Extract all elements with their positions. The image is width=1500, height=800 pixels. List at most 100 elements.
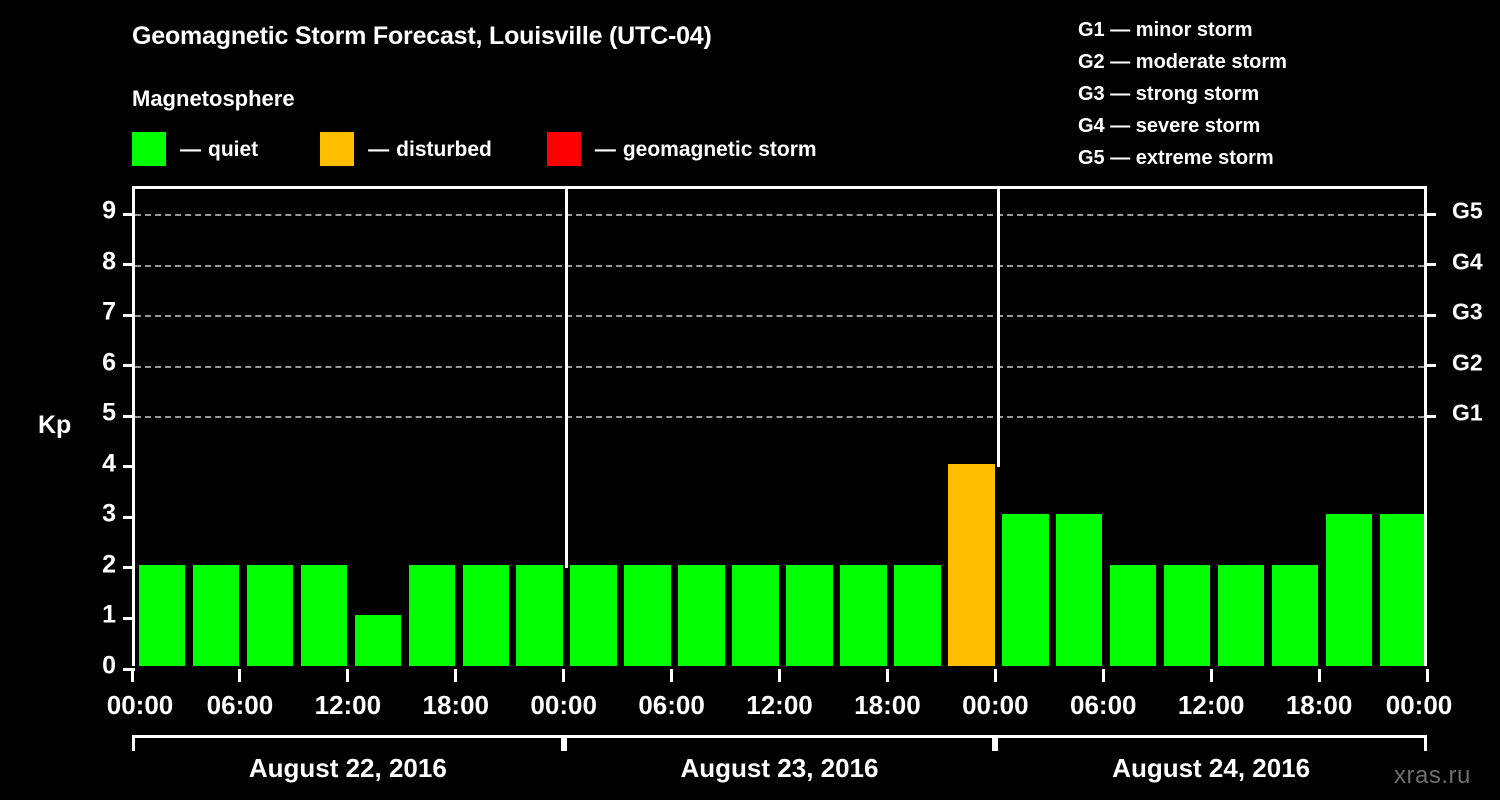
- y-tick-label-7: 7: [102, 297, 116, 326]
- date-label: August 23, 2016: [680, 753, 879, 783]
- bar: [1163, 564, 1211, 666]
- bar: [1110, 564, 1157, 666]
- bar: [354, 615, 401, 666]
- legend-item-quiet: — quiet: [132, 132, 258, 166]
- x-tick-mark: [1101, 669, 1105, 682]
- red-square-swatch: [546, 132, 581, 166]
- g-tick-label-g2: G2: [1452, 349, 1483, 376]
- bar: [1325, 514, 1373, 666]
- legend-dash: —: [594, 137, 616, 161]
- legend-item-disturbed: — disturbed: [320, 132, 492, 166]
- x-tick-label: 18:00: [1285, 690, 1353, 720]
- x-tick-mark: [346, 669, 350, 682]
- green-square-swatch: [132, 132, 166, 166]
- y-tick-mark-5: [123, 414, 135, 418]
- legend-dash: —: [368, 137, 390, 161]
- x-tick-mark: [885, 669, 889, 682]
- bar: [408, 564, 455, 666]
- x-tick-label: 06:00: [206, 690, 274, 720]
- orange-square-swatch: [320, 132, 355, 166]
- page-title: Geomagnetic Storm Forecast, Louisville (…: [132, 22, 712, 50]
- x-tick-label: 00:00: [106, 690, 174, 720]
- x-tick-label: 18:00: [854, 690, 921, 720]
- x-tick-label: 06:00: [1070, 690, 1137, 720]
- date-label: August 22, 2016: [248, 753, 447, 783]
- y-tick-mark-8: [123, 263, 135, 267]
- bar: [624, 564, 671, 666]
- series-title: Magnetosphere: [132, 86, 295, 111]
- y-tick-mark-6: [123, 364, 135, 368]
- g-tick-label-g4: G4: [1452, 248, 1483, 275]
- legend-label-disturbed: disturbed: [396, 137, 492, 161]
- bar: [300, 564, 348, 666]
- bar: [462, 564, 509, 666]
- x-tick-mark: [1425, 669, 1429, 682]
- bar: [1002, 514, 1049, 666]
- day-divider: [996, 189, 1000, 467]
- x-tick-label: 00:00: [1385, 690, 1453, 720]
- g-scale-line-g1: G1 — minor storm: [1078, 19, 1253, 41]
- y-tick-mark-9: [123, 212, 135, 216]
- bar: [894, 564, 941, 666]
- y-tick-mark-2: [123, 566, 135, 570]
- y-tick-label-4: 4: [102, 449, 116, 478]
- bar: [948, 463, 995, 666]
- g-scale-line-g3: G3 — strong storm: [1078, 83, 1260, 105]
- x-tick-mark: [130, 669, 134, 682]
- bar: [246, 564, 294, 666]
- legend-dash: —: [180, 137, 201, 161]
- x-tick-mark: [454, 669, 458, 682]
- bar: [840, 564, 887, 666]
- bar: [1379, 514, 1424, 666]
- bar: [1056, 514, 1103, 666]
- gridline-kp-8: [135, 264, 1424, 267]
- y-tick-mark-1: [123, 616, 135, 620]
- y-axis-label: Kp: [38, 411, 72, 439]
- x-tick-label: 12:00: [1177, 690, 1245, 720]
- g-tick-label-g5: G5: [1452, 197, 1483, 224]
- x-tick-mark: [778, 669, 781, 682]
- y-tick-mark-3: [123, 515, 135, 519]
- x-tick-label: 12:00: [746, 690, 813, 720]
- y-tick-label-3: 3: [102, 499, 116, 528]
- y-tick-label-5: 5: [102, 398, 116, 427]
- x-tick-mark: [993, 669, 997, 682]
- g-tick-mark-g4: [1424, 263, 1436, 267]
- watermark: xras.ru: [1394, 762, 1471, 789]
- date-bracket: [132, 735, 564, 751]
- magnetosphere-legend: — quiet — disturbed — geomagnetic storm: [132, 132, 817, 166]
- g-scale-legend: G1 — minor storm G2 — moderate storm G3 …: [1078, 14, 1287, 174]
- bar: [732, 564, 779, 666]
- legend-label-quiet: quiet: [208, 137, 259, 161]
- y-tick-label-8: 8: [102, 247, 116, 276]
- x-tick-label: 18:00: [422, 690, 490, 720]
- x-tick-label: 00:00: [530, 690, 597, 720]
- y-tick-mark-4: [123, 465, 135, 469]
- gridline-kp-7: [135, 315, 1424, 318]
- x-tick-mark: [238, 669, 242, 682]
- bar: [786, 564, 833, 666]
- g-tick-mark-g2: [1424, 364, 1436, 368]
- y-tick-label-2: 2: [102, 550, 116, 579]
- g-tick-mark-g3: [1424, 313, 1436, 317]
- bar: [1271, 564, 1319, 666]
- y-tick-label-9: 9: [102, 196, 116, 225]
- g-tick-mark-g5: [1424, 212, 1436, 216]
- x-tick-label: 00:00: [962, 690, 1029, 720]
- date-label: August 24, 2016: [1112, 753, 1311, 783]
- x-tick-label: 06:00: [638, 690, 705, 720]
- legend-label-geomagnetic-storm: geomagnetic storm: [622, 137, 817, 161]
- gridline-kp-9: [135, 214, 1424, 217]
- bar: [192, 564, 240, 666]
- bar: [516, 564, 563, 666]
- gridline-kp-5: [135, 416, 1424, 419]
- g-tick-mark-g1: [1424, 414, 1436, 418]
- x-tick-mark: [562, 669, 566, 682]
- gridline-kp-6: [135, 365, 1424, 368]
- date-bracket: [995, 735, 1427, 751]
- day-divider: [565, 189, 569, 568]
- y-tick-label-0: 0: [102, 651, 116, 680]
- x-tick-mark: [1317, 669, 1321, 682]
- legend-item-geomagnetic-storm: — geomagnetic storm: [546, 132, 817, 166]
